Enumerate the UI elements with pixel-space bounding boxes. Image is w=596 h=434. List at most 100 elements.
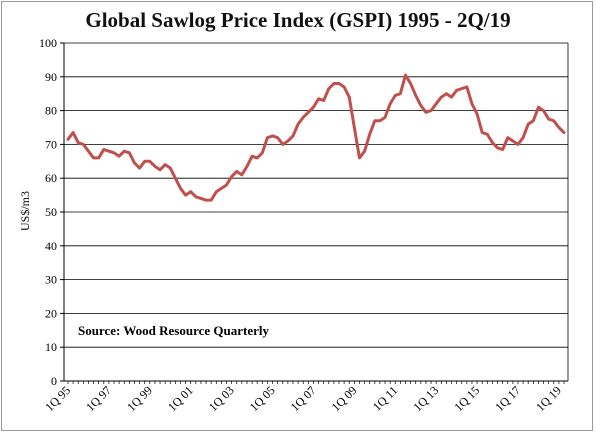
x-tick-label-2: 1Q 99 (124, 383, 155, 414)
source-annotation: Source: Wood Resource Quarterly (78, 323, 270, 338)
data-point (291, 134, 295, 138)
data-point (547, 117, 550, 121)
data-point (480, 131, 484, 134)
data-point (123, 149, 126, 153)
data-point (87, 149, 90, 153)
data-point (77, 141, 80, 144)
data-point (450, 95, 453, 99)
axes (60, 42, 569, 384)
x-tick-label-10: 1Q 15 (451, 383, 482, 414)
data-point (475, 112, 479, 116)
data-point (245, 165, 249, 168)
data-point (557, 126, 561, 129)
data-point (419, 104, 423, 107)
data-point (266, 136, 269, 139)
data-point (256, 156, 259, 160)
y-tick-label-70: 70 (45, 137, 57, 151)
data-point (399, 92, 402, 95)
data-point (225, 183, 228, 187)
data-point (82, 143, 85, 146)
data-point (148, 160, 152, 163)
data-point (445, 92, 448, 95)
data-point (348, 95, 351, 99)
x-tick-label-9: 1Q 13 (410, 383, 441, 414)
data-point (491, 141, 494, 144)
data-point (153, 165, 157, 168)
data-point (337, 82, 341, 85)
chart-title: Global Sawlog Price Index (GSPI) 1995 - … (85, 8, 511, 32)
x-tick-label-12: 1Q 19 (533, 383, 564, 414)
data-point (353, 126, 356, 129)
data-point (128, 151, 131, 155)
y-tick-label-50: 50 (45, 205, 57, 219)
series-line-gspi (66, 73, 566, 202)
data-point (562, 131, 566, 134)
data-point (261, 151, 264, 155)
x-tick-label-4: 1Q 03 (206, 383, 237, 414)
data-point (235, 170, 238, 173)
y-tick-label-80: 80 (45, 104, 57, 118)
x-tick-label-8: 1Q 11 (370, 383, 401, 414)
y-tick-label-0: 0 (51, 374, 57, 388)
data-point (383, 116, 387, 119)
data-point (71, 131, 75, 134)
x-tick-label-7: 1Q 09 (329, 383, 360, 414)
data-point (230, 175, 233, 178)
data-point (501, 148, 504, 151)
data-point (281, 143, 284, 146)
data-point (322, 99, 325, 102)
y-tick-label-90: 90 (45, 70, 57, 84)
data-point (276, 136, 279, 139)
data-point (199, 197, 203, 200)
data-point (465, 85, 469, 89)
data-point (537, 106, 540, 109)
data-point (163, 163, 167, 166)
data-point (92, 156, 95, 160)
data-point (470, 102, 474, 106)
data-point (220, 187, 223, 190)
x-tick-label-3: 1Q 01 (165, 383, 196, 414)
data-point (486, 133, 489, 136)
data-point (271, 134, 274, 138)
series-layer (66, 73, 566, 202)
data-point (506, 136, 509, 139)
x-tick-label-1: 1Q 97 (83, 383, 114, 414)
data-point (394, 94, 397, 97)
data-point (184, 193, 187, 197)
data-point (532, 119, 535, 122)
data-point (460, 87, 463, 90)
data-point (312, 106, 315, 109)
data-point (133, 161, 136, 165)
x-tick-label-11: 1Q 17 (492, 383, 523, 414)
y-axis-label: US$/m3 (18, 191, 32, 231)
data-point (373, 119, 376, 122)
data-point (112, 151, 116, 155)
data-point (455, 89, 458, 92)
data-point (302, 116, 305, 119)
data-point (388, 102, 392, 106)
tick-labels: 0 10 20 30 40 50 60 70 80 90 100 1Q 95 1Q 97 1Q 99 1Q … (39, 36, 564, 414)
data-point (409, 82, 412, 85)
data-point (552, 119, 555, 122)
data-point (368, 133, 371, 136)
data-point (429, 109, 433, 112)
data-point (204, 198, 208, 202)
y-tick-label-20: 20 (45, 306, 57, 320)
data-point (521, 136, 525, 139)
data-point (440, 95, 443, 99)
data-point (496, 146, 499, 149)
data-point (138, 166, 141, 170)
data-point (143, 160, 146, 163)
data-point (102, 148, 105, 151)
data-point (250, 155, 254, 158)
data-point (378, 119, 382, 122)
data-point (117, 155, 121, 158)
data-point (179, 187, 182, 190)
data-point (286, 139, 290, 143)
data-point (307, 111, 310, 114)
y-tick-label-100: 100 (39, 36, 57, 50)
data-point (107, 149, 111, 153)
data-point (169, 166, 172, 170)
